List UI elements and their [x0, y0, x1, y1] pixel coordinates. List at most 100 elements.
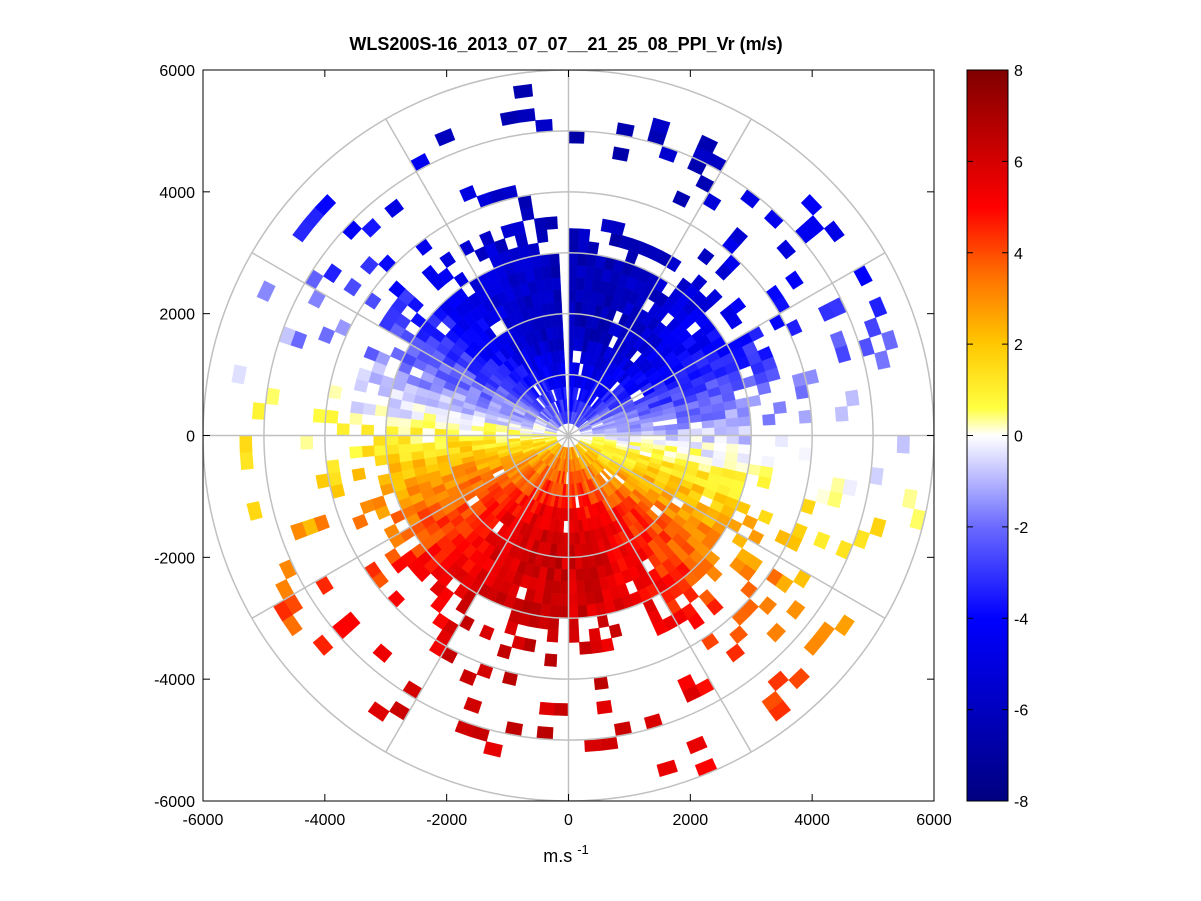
velocity-cell: [568, 289, 577, 302]
velocity-cell: [575, 277, 586, 291]
velocity-cell: [374, 454, 389, 467]
colorbar-tick-label: 4: [1014, 246, 1023, 263]
velocity-cell: [550, 592, 561, 607]
velocity-cell: [559, 593, 569, 607]
velocity-cell: [397, 443, 412, 454]
velocity-cell: [656, 759, 678, 778]
velocity-cell: [349, 446, 363, 459]
velocity-cell: [702, 435, 715, 444]
velocity-cell: [549, 604, 560, 619]
velocity-cell: [231, 364, 247, 385]
velocity-cell: [687, 612, 705, 630]
velocity-cell: [842, 479, 858, 497]
x-axis-label: m.s -1: [543, 842, 589, 866]
velocity-cell: [596, 699, 613, 715]
velocity-cell: [314, 194, 337, 216]
velocity-cell: [398, 451, 413, 463]
velocity-cell: [896, 435, 910, 454]
velocity-cell: [612, 146, 630, 162]
x-tick-label: -4000: [304, 812, 345, 829]
velocity-cell: [373, 435, 387, 446]
velocity-cell: [372, 643, 393, 663]
velocity-cell: [367, 701, 390, 722]
colorbar-gradient: [967, 70, 1008, 801]
velocity-cell: [881, 329, 899, 351]
velocity-cell: [554, 301, 563, 315]
velocity-cell: [697, 134, 719, 154]
velocity-cell: [536, 726, 554, 740]
velocity-cell: [756, 381, 772, 396]
x-axis-label-exponent: -1: [577, 842, 589, 857]
velocity-cell: [397, 426, 411, 436]
velocity-cell: [546, 629, 559, 643]
velocity-cell: [409, 426, 423, 436]
x-tick-label: 0: [564, 812, 573, 829]
velocity-cell: [568, 617, 579, 631]
colorbar-tick-label: -8: [1014, 794, 1028, 811]
y-axis: 6000 4000 2000 0 -2000 -4000 -6000: [154, 63, 934, 811]
velocity-cell: [653, 430, 667, 436]
velocity-cell: [343, 277, 362, 297]
x-tick-label: 4000: [794, 812, 830, 829]
velocity-cell: [373, 444, 388, 457]
velocity-cell: [384, 198, 405, 218]
velocity-cell: [706, 288, 723, 306]
velocity-cell: [714, 426, 728, 436]
velocity-cell: [361, 424, 375, 436]
velocity-cell: [397, 417, 412, 428]
velocity-cell: [726, 435, 740, 445]
x-tick-label: 2000: [673, 812, 709, 829]
colorbar-ticks: 8 6 4 2 0 -2 -4 -6 -8: [967, 63, 1028, 811]
colorbar-tick-label: 0: [1014, 429, 1023, 446]
velocity-cell: [588, 627, 602, 642]
velocity-cell: [697, 247, 715, 266]
y-tick-label: -2000: [154, 550, 195, 567]
velocity-cell: [568, 544, 576, 558]
polar-grid: [203, 70, 934, 801]
velocity-cell: [834, 405, 849, 422]
velocity-cell: [458, 435, 472, 442]
velocity-cell: [350, 400, 365, 415]
velocity-cell: [434, 435, 448, 443]
x-tick-label: -6000: [183, 812, 224, 829]
velocity-cell: [483, 741, 503, 758]
colorbar-tick-label: 6: [1014, 154, 1023, 171]
polar-grid-spoke: [385, 118, 570, 436]
velocity-cell: [737, 444, 752, 455]
velocity-cell: [553, 702, 569, 716]
velocity-cell: [712, 410, 727, 421]
velocity-cell: [385, 444, 400, 455]
velocity-cell: [434, 441, 448, 450]
velocity-cell: [868, 296, 888, 318]
velocity-cell: [562, 532, 569, 546]
velocity-cell: [706, 565, 723, 583]
velocity-cell: [422, 442, 436, 452]
velocity-cell: [543, 277, 554, 292]
x-axis-label-base: m.s: [543, 846, 572, 866]
velocity-cell: [323, 263, 343, 284]
colorbar-tick-label: -6: [1014, 703, 1028, 720]
velocity-cell: [568, 337, 574, 351]
chart-title: WLS200S-16_2013_07_07__21_25_08_PPI_Vr (…: [349, 34, 782, 54]
velocity-cell: [798, 447, 813, 462]
velocity-cell: [737, 416, 752, 427]
velocity-cell: [757, 509, 774, 525]
polar-grid-spoke: [567, 118, 752, 436]
velocity-cell: [677, 428, 691, 436]
velocity-cell: [256, 280, 276, 302]
velocity-cell: [575, 568, 585, 582]
velocity-cell: [349, 412, 363, 425]
velocity-cell: [690, 274, 708, 291]
colorbar-tick-label: -4: [1014, 611, 1028, 628]
velocity-cell: [702, 427, 715, 436]
velocity-cell: [568, 130, 585, 144]
velocity-cell: [551, 580, 562, 594]
velocity-cell: [576, 592, 587, 607]
velocity-cell: [410, 418, 424, 429]
velocity-cell: [429, 580, 447, 597]
velocity-cell: [738, 425, 752, 436]
velocity-cell: [324, 409, 339, 424]
velocity-cell: [788, 667, 810, 690]
velocity-cell: [758, 596, 778, 616]
